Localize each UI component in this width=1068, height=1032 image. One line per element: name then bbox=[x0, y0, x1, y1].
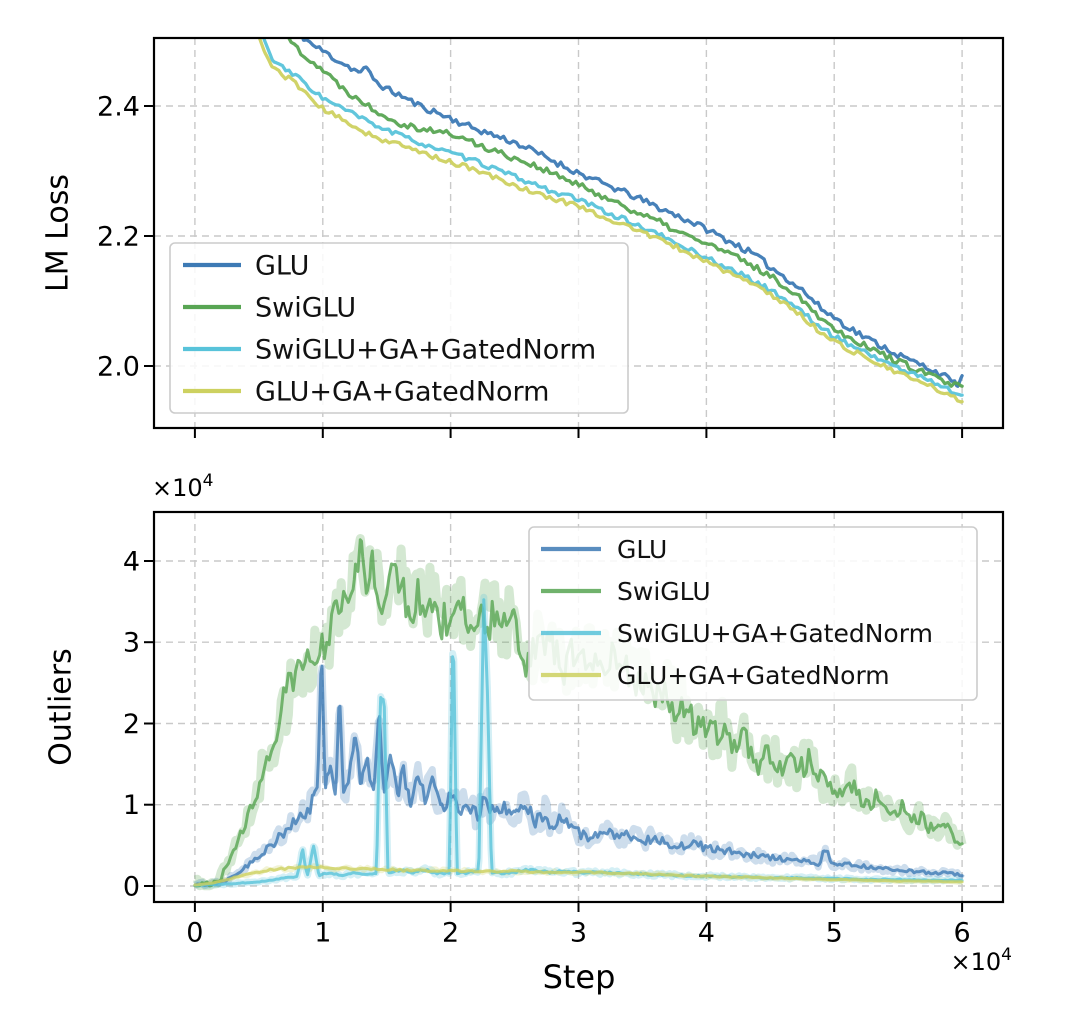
legend-box bbox=[528, 526, 978, 701]
plot-area bbox=[191, 534, 967, 891]
legend-label-glu-ga-gatednorm: GLU+GA+GatedNorm bbox=[617, 661, 890, 690]
series-line-glu-ga-gatednorm bbox=[257, 38, 964, 404]
legend-box bbox=[169, 242, 629, 414]
y-tick-label: 1 bbox=[123, 790, 140, 821]
legend: GLU SwiGLU SwiGLU+GA+GatedNorm GLU+GA+Gated… bbox=[528, 526, 978, 701]
legend-label-glu-ga-gatednorm: GLU+GA+GatedNorm bbox=[255, 376, 549, 407]
y-tick-label: 2.2 bbox=[97, 221, 140, 252]
legend-label-swiglu: SwiGLU bbox=[255, 292, 356, 323]
x-tick-label: 4 bbox=[698, 917, 715, 948]
series-line-glu bbox=[193, 664, 964, 887]
y-axis-label: Outliers bbox=[44, 648, 79, 765]
legend-label-swiglu: SwiGLU bbox=[617, 577, 711, 606]
legend: GLU SwiGLU SwiGLU+GA+GatedNorm GLU+GA+Gated… bbox=[169, 242, 629, 414]
y-tick-label: 0 bbox=[123, 871, 140, 902]
y-tick-label: 4 bbox=[123, 546, 140, 577]
x-tick-label: 1 bbox=[314, 917, 331, 948]
x-tick-label: 6 bbox=[954, 917, 971, 948]
x-tick-label: 3 bbox=[570, 917, 587, 948]
y-tick-label: 2 bbox=[123, 709, 140, 740]
legend-label-swiglu-ga-gatednorm: SwiGLU+GA+GatedNorm bbox=[617, 619, 933, 648]
x-tick-label: 5 bbox=[826, 917, 843, 948]
x-tick-label: 0 bbox=[186, 917, 203, 948]
y-tick-label: 2.4 bbox=[97, 91, 140, 122]
offset-base: ×10 bbox=[152, 474, 203, 502]
legend-label-swiglu-ga-gatednorm: SwiGLU+GA+GatedNorm bbox=[255, 334, 596, 365]
series-line-glu bbox=[301, 38, 964, 388]
series-line-swiglu-ga-gatednorm bbox=[261, 38, 964, 397]
legend-label-glu: GLU bbox=[255, 250, 309, 281]
series-line-swiglu bbox=[286, 38, 964, 388]
plot-area bbox=[257, 38, 964, 404]
x-axis-offset-text: ×104 bbox=[951, 945, 1012, 976]
offset-exponent: 4 bbox=[203, 471, 214, 491]
panel-outliers: 0 1 2 3 4 5 601234OutliersStep×104×104GLUSwiGL… bbox=[44, 471, 1013, 996]
legend-label-glu: GLU bbox=[617, 535, 667, 564]
offset-exponent: 4 bbox=[1001, 945, 1012, 965]
offset-base: ×10 bbox=[951, 948, 1002, 976]
y-tick-label: 2.0 bbox=[97, 351, 140, 382]
x-axis-label: Step bbox=[543, 958, 616, 996]
y-axis-label: LM Loss bbox=[41, 174, 76, 292]
panel-lm-loss: 2.0 2.2 2.4 LM Loss GLU SwiGLU SwiGLU+GA+Gated… bbox=[41, 36, 1005, 438]
series-line-glu-ga-gatednorm bbox=[193, 864, 964, 887]
y-axis-offset-text: ×104 bbox=[152, 471, 213, 502]
y-tick-label: 3 bbox=[123, 628, 140, 659]
x-tick-label: 2 bbox=[442, 917, 459, 948]
